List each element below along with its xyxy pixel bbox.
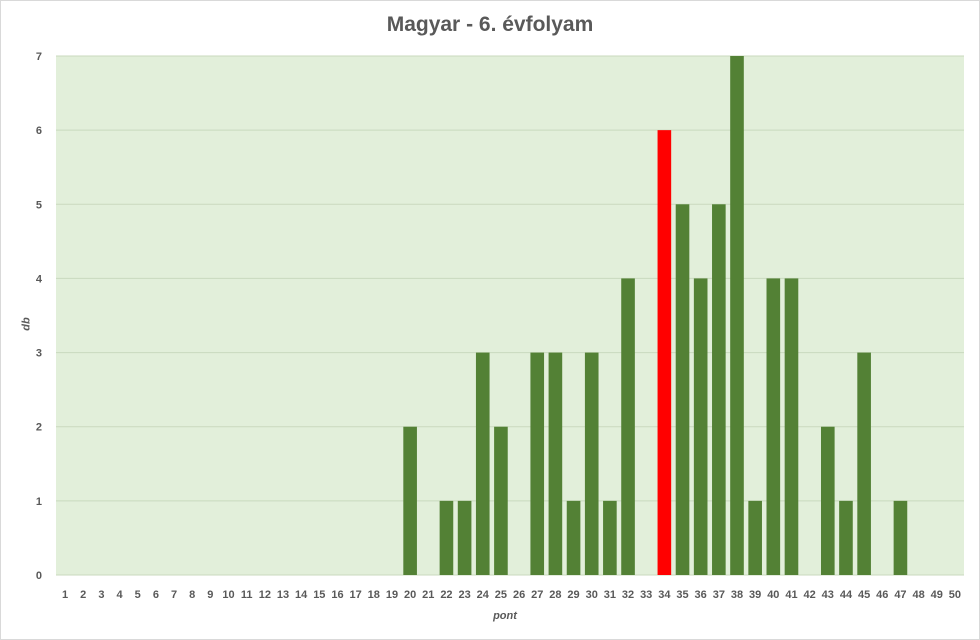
x-tick-label: 10 xyxy=(222,589,234,601)
bar-25 xyxy=(494,426,508,575)
x-tick-label: 34 xyxy=(658,589,671,601)
x-tick-label: 13 xyxy=(277,589,289,601)
bar-32 xyxy=(621,278,635,575)
x-tick-label: 44 xyxy=(840,589,853,601)
x-tick-label: 35 xyxy=(676,589,688,601)
bar-41 xyxy=(784,278,799,575)
x-tick-label: 8 xyxy=(189,589,195,601)
bar-35 xyxy=(675,204,690,576)
x-tick-label: 32 xyxy=(622,589,634,601)
x-tick-label: 39 xyxy=(749,589,761,601)
chart-title: Magyar - 6. évfolyam xyxy=(386,13,594,36)
bar-30 xyxy=(584,352,599,575)
bar-40 xyxy=(766,278,781,575)
bar-39 xyxy=(748,500,762,575)
x-tick-label: 42 xyxy=(804,589,816,601)
x-tick-label: 12 xyxy=(259,589,271,601)
bar-20 xyxy=(403,426,417,575)
y-tick-label: 4 xyxy=(36,273,43,285)
y-tick-label: 5 xyxy=(36,199,42,211)
x-tick-label: 19 xyxy=(386,589,398,601)
x-tick-label: 2 xyxy=(80,589,86,601)
x-tick-label: 28 xyxy=(549,589,561,601)
x-tick-label: 15 xyxy=(313,589,325,601)
x-tick-label: 20 xyxy=(404,589,416,601)
x-tick-label: 7 xyxy=(171,589,177,601)
bar-43 xyxy=(820,426,835,575)
x-tick-label: 24 xyxy=(477,589,490,601)
x-tick-label: 38 xyxy=(731,589,743,601)
x-tick-label: 27 xyxy=(531,589,543,601)
x-tick-label: 26 xyxy=(513,589,525,601)
x-tick-label: 41 xyxy=(785,589,797,601)
x-tick-label: 3 xyxy=(98,589,104,601)
x-tick-label: 21 xyxy=(422,589,434,601)
bar-23 xyxy=(457,500,472,575)
x-tick-label: 25 xyxy=(495,589,507,601)
plot-area xyxy=(56,56,964,575)
bar-24 xyxy=(475,352,490,575)
x-tick-label: 31 xyxy=(604,589,616,601)
x-tick-label: 36 xyxy=(695,589,707,601)
y-tick-label: 7 xyxy=(36,51,42,63)
x-tick-label: 23 xyxy=(458,589,470,601)
bar-45 xyxy=(857,352,871,575)
x-tick-label: 37 xyxy=(713,589,725,601)
y-tick-label: 1 xyxy=(36,496,42,508)
bar-38 xyxy=(730,56,744,575)
y-tick-label: 0 xyxy=(36,570,42,582)
x-tick-label: 46 xyxy=(876,589,888,601)
x-tick-label: 29 xyxy=(567,589,579,601)
bar-34 xyxy=(657,130,672,575)
x-tick-label: 30 xyxy=(586,589,598,601)
x-tick-label: 5 xyxy=(135,589,141,601)
bar-36 xyxy=(693,278,708,575)
bar-47 xyxy=(893,500,908,575)
x-tick-label: 47 xyxy=(894,589,906,601)
x-tick-label: 14 xyxy=(295,589,308,601)
x-tick-label: 43 xyxy=(822,589,834,601)
bar-28 xyxy=(548,352,563,575)
x-tick-label: 6 xyxy=(153,589,159,601)
x-tick-label: 4 xyxy=(116,589,123,601)
x-tick-label: 11 xyxy=(241,589,253,601)
x-tick-label: 16 xyxy=(331,589,343,601)
x-tick-label: 45 xyxy=(858,589,870,601)
x-tick-label: 48 xyxy=(912,589,924,601)
x-tick-label: 9 xyxy=(207,589,213,601)
bar-27 xyxy=(530,352,545,575)
bar-29 xyxy=(566,500,581,575)
bar-44 xyxy=(839,500,853,575)
x-tick-label: 50 xyxy=(949,589,961,601)
x-axis-label: pont xyxy=(493,610,517,622)
x-tick-label: 49 xyxy=(931,589,943,601)
x-tick-label: 18 xyxy=(368,589,380,601)
x-tick-label: 17 xyxy=(350,589,362,601)
bar-37 xyxy=(712,204,726,576)
x-tick-label: 40 xyxy=(767,589,779,601)
y-tick-label: 6 xyxy=(36,125,42,137)
bar-22 xyxy=(439,500,454,575)
x-tick-label: 22 xyxy=(440,589,452,601)
x-tick-label: 33 xyxy=(640,589,652,601)
y-tick-label: 3 xyxy=(36,348,42,360)
bar-31 xyxy=(603,500,617,575)
x-tick-label: 1 xyxy=(62,589,68,601)
y-tick-label: 2 xyxy=(36,422,42,434)
